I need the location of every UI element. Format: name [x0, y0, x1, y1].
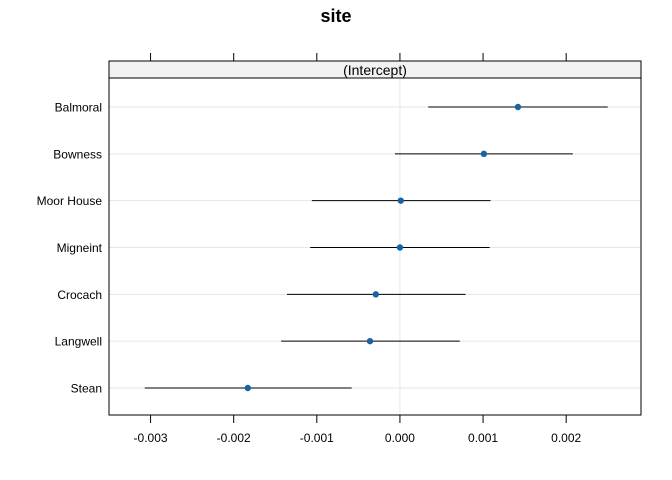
chart-title: site — [320, 6, 351, 26]
data-series — [144, 103, 608, 392]
category-label-6: Stean — [71, 382, 102, 396]
category-label-0: Balmoral — [55, 101, 102, 115]
x-tick-label-3: 0.000 — [385, 431, 415, 445]
point-0 — [514, 103, 522, 111]
x-tick-labels: -0.003 -0.002 -0.001 0.000 0.001 0.002 — [134, 431, 582, 445]
top-axis-ticks — [150, 53, 567, 61]
x-tick-label-0: -0.003 — [134, 431, 168, 445]
x-tick-label-1: -0.002 — [217, 431, 251, 445]
point-3 — [396, 244, 404, 251]
plot-panel — [108, 77, 642, 416]
point-6 — [244, 384, 252, 392]
panel-strip-label: (Intercept) — [343, 62, 407, 78]
category-labels: Balmoral Bowness Moor House Migneint Crocach… — [37, 101, 103, 396]
category-label-2: Moor House — [37, 194, 103, 208]
point-1 — [480, 150, 488, 158]
point-5 — [366, 337, 374, 345]
category-label-1: Bowness — [53, 147, 102, 161]
x-tick-label-5: 0.002 — [551, 431, 581, 445]
category-label-3: Migneint — [57, 241, 103, 255]
point-4 — [372, 291, 380, 298]
x-tick-label-2: -0.001 — [300, 431, 334, 445]
x-tick-label-4: 0.001 — [468, 431, 498, 445]
category-label-5: Langwell — [55, 335, 102, 349]
category-label-4: Crocach — [57, 288, 102, 302]
bottom-axis-ticks — [150, 415, 567, 423]
point-2 — [397, 197, 404, 204]
